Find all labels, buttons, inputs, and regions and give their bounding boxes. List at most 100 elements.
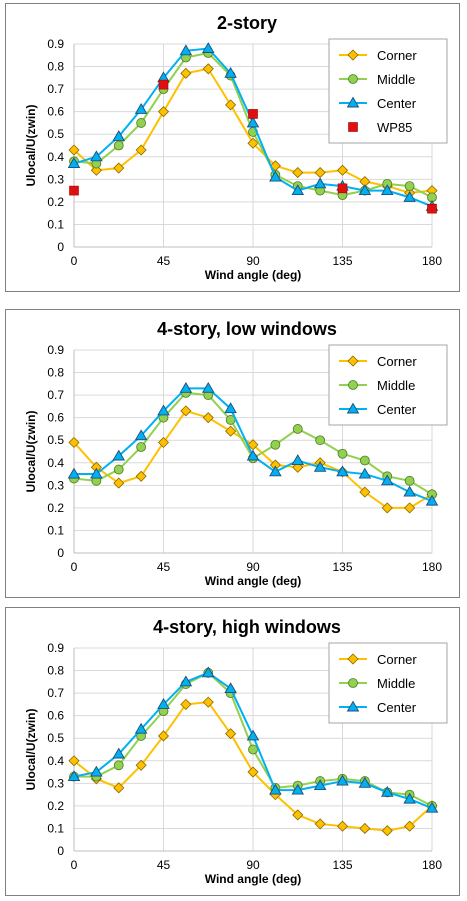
y-tick-label: 0.9 <box>47 343 64 357</box>
legend-item: Center <box>339 402 417 417</box>
data-point <box>381 502 393 514</box>
data-point <box>270 439 281 450</box>
data-point <box>113 464 124 475</box>
x-tick-label: 180 <box>422 254 442 268</box>
data-point <box>179 381 193 393</box>
data-point <box>136 442 147 452</box>
y-tick-label: 0.8 <box>47 366 64 380</box>
y-tick-label: 0 <box>57 240 64 254</box>
data-point <box>246 116 260 128</box>
data-point <box>201 42 215 53</box>
data-point <box>337 183 348 194</box>
data-point <box>158 79 169 90</box>
y-tick-label: 0.1 <box>47 821 64 835</box>
legend-item: Center <box>339 700 417 715</box>
y-tick-label: 0.8 <box>47 60 64 74</box>
x-tick-label: 0 <box>71 858 78 872</box>
legend-label: Middle <box>377 72 415 87</box>
chart-title: 4-story, low windows <box>157 319 337 339</box>
x-tick-label: 135 <box>332 560 352 574</box>
data-point <box>113 162 125 174</box>
x-axis-label: Wind angle (deg) <box>205 574 302 588</box>
legend-marker <box>348 122 358 132</box>
y-tick-label: 0.3 <box>47 776 64 790</box>
data-point <box>67 157 81 168</box>
data-point <box>248 744 258 755</box>
data-point <box>179 675 193 687</box>
data-point <box>157 404 170 416</box>
x-axis-label: Wind angle (deg) <box>205 872 302 886</box>
legend-item: Center <box>339 96 417 111</box>
data-point <box>202 63 214 75</box>
y-tick-label: 0.5 <box>47 731 64 745</box>
data-point <box>135 759 147 771</box>
data-point <box>336 820 349 832</box>
legend-item: Corner <box>339 354 417 369</box>
data-point <box>68 144 80 156</box>
y-tick-label: 0.9 <box>47 641 64 655</box>
data-point <box>157 697 170 709</box>
data-point <box>427 203 437 214</box>
data-point <box>201 666 215 678</box>
y-tick-label: 0.3 <box>47 172 64 186</box>
x-tick-label: 90 <box>246 254 260 268</box>
data-point <box>112 449 126 461</box>
x-tick-label: 45 <box>157 858 171 872</box>
data-point <box>224 682 237 694</box>
y-tick-label: 0.2 <box>47 195 64 209</box>
data-point <box>358 184 372 196</box>
data-point <box>180 67 192 79</box>
y-tick-label: 0.7 <box>47 686 64 700</box>
chart-svg-2-story: 2-story 0 0.1 0.2 0.3 0.4 0.5 0.6 0.7 0.8 0.9 0 45 90… <box>24 13 448 282</box>
legend-item: Middle <box>339 676 415 691</box>
data-point <box>315 435 326 446</box>
y-tick-label: 0.7 <box>47 82 64 96</box>
chart-panel-2-story: 2-story 0 0.1 0.2 0.3 0.4 0.5 0.6 0.7 0.8 0.9 0 45 90… <box>5 3 460 292</box>
x-tick-label: 45 <box>157 560 171 574</box>
x-tick-label: 0 <box>71 560 78 574</box>
data-point <box>359 486 371 498</box>
data-point <box>291 454 305 465</box>
legend-marker <box>346 96 360 108</box>
data-point <box>403 792 416 804</box>
data-point <box>179 44 193 56</box>
legend-marker <box>347 653 359 665</box>
data-point <box>404 820 416 832</box>
data-point <box>314 818 326 830</box>
data-point <box>247 137 259 149</box>
data-point <box>269 783 282 795</box>
data-point <box>113 760 124 771</box>
chart-panel-4-story-low: 4-story, low windows 0 0.1 0.2 0.3 0.4 0.5 0.6 0… <box>5 309 460 598</box>
y-tick-label: 0.9 <box>47 37 64 51</box>
data-point <box>112 747 126 759</box>
legend-label: Corner <box>377 48 417 63</box>
data-point <box>90 765 103 777</box>
legend-item: Corner <box>339 48 417 63</box>
y-tick-label: 0.4 <box>47 150 64 164</box>
x-tick-label: 135 <box>332 254 352 268</box>
legend-marker <box>346 700 360 712</box>
legend-label: Center <box>377 402 417 417</box>
data-point <box>403 485 416 497</box>
legend-marker <box>348 380 358 390</box>
data-point <box>113 140 124 151</box>
y-tick-label: 0.8 <box>47 664 64 678</box>
data-point <box>358 776 372 788</box>
data-point <box>134 429 148 441</box>
data-point <box>157 106 170 118</box>
legend-label: Center <box>377 96 417 111</box>
data-point <box>291 184 305 196</box>
series-corner <box>68 405 438 514</box>
data-point <box>404 181 415 192</box>
data-point <box>358 467 372 479</box>
data-point <box>336 164 349 176</box>
y-tick-label: 0.1 <box>47 523 64 537</box>
legend-marker <box>348 678 358 688</box>
data-point <box>269 465 282 477</box>
chart-panel-4-story-high: 4-story, high windows 0 0.1 0.2 0.3 0.4 0.5 0.6… <box>5 607 460 896</box>
y-tick-label: 0.6 <box>47 105 64 119</box>
data-point <box>246 449 260 461</box>
data-point <box>336 774 349 786</box>
data-point <box>425 801 439 813</box>
series-center <box>67 381 439 506</box>
